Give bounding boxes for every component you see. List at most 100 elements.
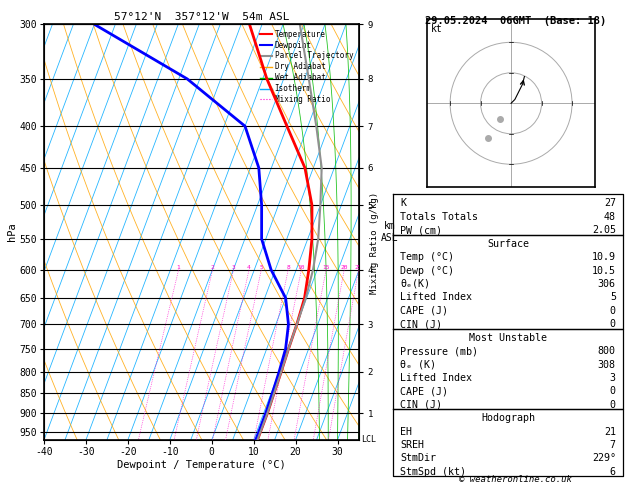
Text: K: K bbox=[400, 198, 406, 208]
X-axis label: Dewpoint / Temperature (°C): Dewpoint / Temperature (°C) bbox=[117, 460, 286, 469]
Temperature bbox=[253, 437, 261, 443]
Text: Mixing Ratio (g/kg): Mixing Ratio (g/kg) bbox=[370, 192, 379, 294]
Text: Temp (°C): Temp (°C) bbox=[400, 252, 454, 262]
Temperature bbox=[308, 236, 316, 242]
Dewpoint bbox=[282, 295, 289, 301]
Y-axis label: hPa: hPa bbox=[7, 223, 17, 242]
Text: 3: 3 bbox=[610, 373, 616, 383]
Text: StmSpd (kt): StmSpd (kt) bbox=[400, 467, 466, 477]
Temperature bbox=[263, 76, 270, 82]
Text: 3: 3 bbox=[231, 265, 235, 270]
Text: 8: 8 bbox=[286, 265, 290, 270]
Parcel Trajectory bbox=[309, 267, 317, 273]
Text: 0: 0 bbox=[610, 306, 616, 316]
Dewpoint bbox=[262, 410, 269, 416]
Text: CAPE (J): CAPE (J) bbox=[400, 306, 448, 316]
Text: 10: 10 bbox=[298, 265, 305, 270]
Text: Most Unstable: Most Unstable bbox=[469, 332, 547, 343]
Text: Lifted Index: Lifted Index bbox=[400, 293, 472, 302]
Parcel Trajectory bbox=[313, 123, 320, 129]
Temperature bbox=[257, 430, 264, 435]
Text: 2.05: 2.05 bbox=[592, 226, 616, 235]
Parcel Trajectory bbox=[302, 295, 309, 301]
Parcel Trajectory bbox=[277, 369, 285, 375]
Text: 229°: 229° bbox=[592, 453, 616, 464]
Parcel Trajectory bbox=[253, 437, 261, 443]
Text: Totals Totals: Totals Totals bbox=[400, 212, 478, 222]
Temperature bbox=[264, 410, 271, 416]
Text: 10.9: 10.9 bbox=[592, 252, 616, 262]
Temperature bbox=[246, 21, 253, 27]
Text: 20: 20 bbox=[340, 265, 348, 270]
Text: Surface: Surface bbox=[487, 239, 529, 249]
Legend: Temperature, Dewpoint, Parcel Trajectory, Dry Adiabat, Wet Adiabat, Isotherm, Mi: Temperature, Dewpoint, Parcel Trajectory… bbox=[259, 28, 355, 105]
Temperature bbox=[305, 267, 313, 273]
Text: 48: 48 bbox=[604, 212, 616, 222]
Dewpoint bbox=[276, 369, 283, 375]
Parcel Trajectory bbox=[296, 21, 304, 27]
Text: 308: 308 bbox=[598, 360, 616, 369]
Y-axis label: km
ASL: km ASL bbox=[381, 221, 398, 243]
Parcel Trajectory bbox=[257, 430, 264, 435]
Text: 27: 27 bbox=[604, 198, 616, 208]
Dewpoint bbox=[285, 321, 292, 327]
Temperature bbox=[301, 295, 308, 301]
Dewpoint bbox=[282, 346, 289, 352]
Temperature bbox=[293, 321, 301, 327]
Text: 10.5: 10.5 bbox=[592, 265, 616, 276]
Text: PW (cm): PW (cm) bbox=[400, 226, 442, 235]
Dewpoint bbox=[184, 76, 191, 82]
Dewpoint bbox=[252, 437, 260, 443]
Text: CIN (J): CIN (J) bbox=[400, 319, 442, 329]
Text: 4: 4 bbox=[247, 265, 251, 270]
Title: 57°12'N  357°12'W  54m ASL: 57°12'N 357°12'W 54m ASL bbox=[113, 12, 289, 22]
Line: Temperature: Temperature bbox=[250, 24, 312, 440]
Text: CAPE (J): CAPE (J) bbox=[400, 386, 448, 397]
Text: 15: 15 bbox=[322, 265, 330, 270]
Text: 29.05.2024  06GMT  (Base: 18): 29.05.2024 06GMT (Base: 18) bbox=[425, 16, 606, 26]
Text: CIN (J): CIN (J) bbox=[400, 400, 442, 410]
Dewpoint bbox=[258, 236, 265, 242]
Text: 2: 2 bbox=[211, 265, 214, 270]
Text: 6: 6 bbox=[610, 467, 616, 477]
Parcel Trajectory bbox=[314, 236, 322, 242]
Parcel Trajectory bbox=[305, 76, 313, 82]
Text: 25: 25 bbox=[355, 265, 362, 270]
Text: 5: 5 bbox=[610, 293, 616, 302]
Text: 0: 0 bbox=[610, 319, 616, 329]
Text: Lifted Index: Lifted Index bbox=[400, 373, 472, 383]
Text: 0: 0 bbox=[610, 386, 616, 397]
Text: 7: 7 bbox=[610, 440, 616, 450]
Text: EH: EH bbox=[400, 427, 412, 436]
Text: θₑ (K): θₑ (K) bbox=[400, 360, 436, 369]
Text: θₑ(K): θₑ(K) bbox=[400, 279, 430, 289]
Text: 306: 306 bbox=[598, 279, 616, 289]
Text: StmDir: StmDir bbox=[400, 453, 436, 464]
Text: kt: kt bbox=[431, 24, 442, 35]
Parcel Trajectory bbox=[264, 410, 271, 416]
Text: Hodograph: Hodograph bbox=[481, 413, 535, 423]
Text: 0: 0 bbox=[610, 400, 616, 410]
Text: SREH: SREH bbox=[400, 440, 424, 450]
Temperature bbox=[285, 346, 292, 352]
Text: Dewp (°C): Dewp (°C) bbox=[400, 265, 454, 276]
Parcel Trajectory bbox=[318, 165, 325, 171]
Temperature bbox=[308, 202, 316, 208]
Temperature bbox=[283, 123, 291, 129]
Text: 21: 21 bbox=[604, 427, 616, 436]
Dewpoint bbox=[242, 123, 249, 129]
Dewpoint bbox=[255, 430, 262, 435]
Line: Parcel Trajectory: Parcel Trajectory bbox=[257, 24, 321, 440]
Parcel Trajectory bbox=[285, 346, 292, 352]
Temperature bbox=[270, 390, 278, 396]
Text: © weatheronline.co.uk: © weatheronline.co.uk bbox=[459, 474, 572, 484]
Text: Pressure (mb): Pressure (mb) bbox=[400, 346, 478, 356]
Line: Dewpoint: Dewpoint bbox=[94, 24, 289, 440]
Text: 1: 1 bbox=[177, 265, 181, 270]
Text: 800: 800 bbox=[598, 346, 616, 356]
Parcel Trajectory bbox=[270, 390, 278, 396]
Temperature bbox=[277, 369, 285, 375]
Dewpoint bbox=[269, 390, 276, 396]
Text: 5: 5 bbox=[259, 265, 263, 270]
Dewpoint bbox=[255, 165, 262, 171]
